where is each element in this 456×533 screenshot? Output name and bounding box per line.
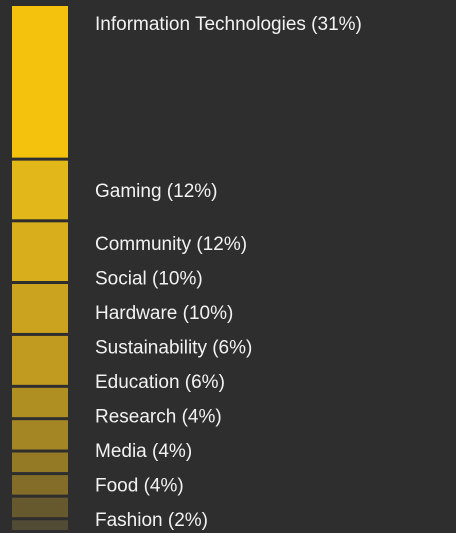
segment-hardware: [12, 335, 68, 385]
segment-gaming: [12, 160, 68, 220]
label-education: Education (6%): [95, 372, 225, 393]
segment-media: [12, 475, 68, 495]
segment-research: [12, 452, 68, 473]
segment-fashion: [12, 520, 68, 530]
segment-information-technologies: [12, 6, 68, 158]
label-community: Community (12%): [95, 234, 247, 255]
segment-education: [12, 420, 68, 450]
label-research: Research (4%): [95, 407, 222, 428]
label-fashion: Fashion (2%): [95, 510, 208, 531]
segment-sustainability: [12, 387, 68, 418]
label-hardware: Hardware (10%): [95, 303, 233, 324]
label-food: Food (4%): [95, 476, 184, 497]
segment-community: [12, 222, 68, 282]
label-sustainability: Sustainability (6%): [95, 338, 252, 359]
label-media: Media (4%): [95, 441, 192, 462]
label-gaming: Gaming (12%): [95, 181, 218, 202]
label-social: Social (10%): [95, 269, 203, 290]
segment-social: [12, 284, 68, 333]
label-information-technologies: Information Technologies (31%): [95, 14, 362, 35]
segment-food: [12, 497, 68, 518]
